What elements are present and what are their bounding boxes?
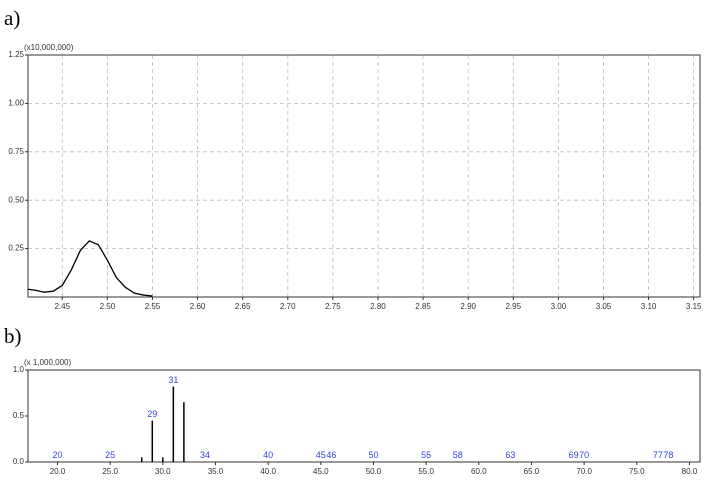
y-tick-label: 0.25: [8, 244, 24, 253]
peak-label: 45: [316, 450, 326, 460]
x-tick-label: 2.55: [145, 302, 161, 311]
peak-label: 29: [147, 409, 157, 419]
x-tick-label: 3.10: [641, 302, 657, 311]
y-tick-label: 0.5: [13, 411, 25, 420]
x-tick-label: 2.70: [280, 302, 296, 311]
peak-label: 40: [263, 450, 273, 460]
x-tick-label: 50.0: [366, 467, 382, 476]
x-tick-label: 70.0: [576, 467, 592, 476]
x-tick-label: 2.75: [325, 302, 341, 311]
y-tick-label: 0.75: [8, 147, 24, 156]
x-tick-label: 65.0: [524, 467, 540, 476]
x-tick-label: 2.45: [54, 302, 70, 311]
peak-label: 78: [663, 450, 673, 460]
peak-label: 34: [200, 450, 210, 460]
x-tick-label: 80.0: [682, 467, 698, 476]
x-tick-label: 60.0: [471, 467, 487, 476]
peak-label: 70: [579, 450, 589, 460]
peak-label: 69: [569, 450, 579, 460]
plot-frame: [27, 369, 701, 463]
peak-label: 50: [368, 450, 378, 460]
peak-label: 55: [421, 450, 431, 460]
x-tick-label: 3.05: [596, 302, 612, 311]
peak-label: 58: [453, 450, 463, 460]
peak-label: 20: [52, 450, 62, 460]
x-tick-label: 45.0: [313, 467, 329, 476]
x-tick-label: 2.60: [190, 302, 206, 311]
x-tick-label: 3.15: [686, 302, 702, 311]
peak-label: 25: [105, 450, 115, 460]
peak-label: 63: [505, 450, 515, 460]
y-tick-label: 1.00: [8, 99, 24, 108]
x-tick-label: 30.0: [155, 467, 171, 476]
x-tick-label: 40.0: [260, 467, 276, 476]
x-tick-label: 2.85: [415, 302, 431, 311]
x-tick-label: 2.95: [505, 302, 521, 311]
y-tick-label: 0.0: [13, 457, 25, 466]
axis-multiplier: (x 1,000,000): [24, 358, 71, 367]
x-tick-label: 35.0: [208, 467, 224, 476]
x-tick-label: 75.0: [629, 467, 645, 476]
y-tick-label: 1.0: [13, 365, 25, 374]
x-tick-label: 3.00: [551, 302, 567, 311]
x-tick-label: 2.90: [460, 302, 476, 311]
x-tick-label: 20.0: [50, 467, 66, 476]
panel-label: b): [4, 324, 22, 348]
x-tick-label: 2.65: [235, 302, 251, 311]
axis-multiplier: (x10,000,000): [24, 43, 74, 52]
x-tick-label: 25.0: [102, 467, 118, 476]
peak-label: 77: [653, 450, 663, 460]
y-tick-label: 0.50: [8, 195, 24, 204]
plot-frame: [27, 54, 701, 298]
x-tick-label: 2.80: [370, 302, 386, 311]
x-tick-label: 2.50: [100, 302, 116, 311]
peak-label: 31: [168, 375, 178, 385]
panel-label: a): [4, 6, 20, 30]
peak-label: 46: [326, 450, 336, 460]
chromatogram-line: [27, 240, 153, 297]
y-tick-label: 1.25: [8, 50, 24, 59]
x-tick-label: 55.0: [418, 467, 434, 476]
